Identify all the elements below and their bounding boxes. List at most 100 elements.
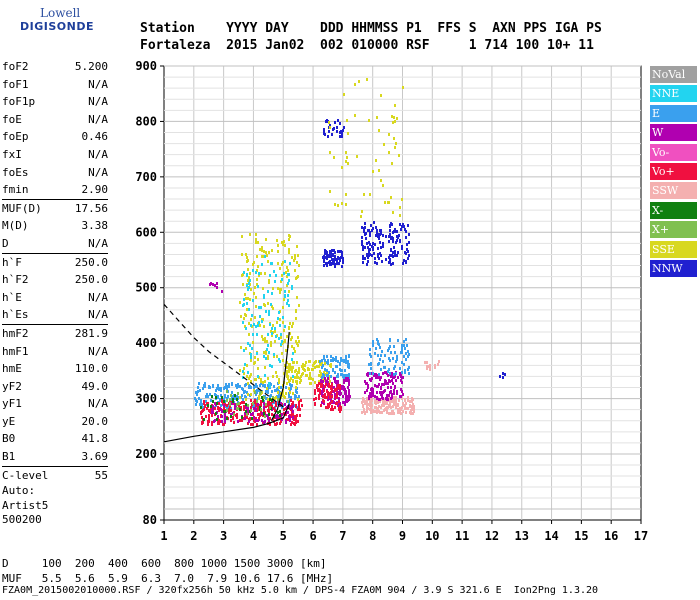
data-point: [265, 251, 267, 254]
data-point: [297, 376, 299, 379]
data-point: [284, 290, 286, 293]
data-point: [264, 337, 266, 340]
data-point: [269, 417, 271, 420]
data-point: [362, 261, 364, 264]
data-point: [363, 408, 365, 411]
data-point: [250, 413, 252, 416]
y-tick-label: 400: [135, 336, 157, 350]
data-point: [280, 343, 282, 346]
data-point: [235, 384, 237, 387]
data-point: [397, 236, 399, 239]
data-point: [200, 406, 202, 409]
param-row: foE N/A: [2, 111, 108, 129]
x-tick-label: 7: [339, 529, 346, 543]
data-point: [301, 404, 303, 407]
data-point: [376, 409, 378, 412]
data-point: [204, 405, 206, 408]
data-point: [384, 201, 386, 204]
data-point: [283, 298, 285, 301]
data-point: [250, 356, 252, 359]
data-point: [322, 256, 324, 259]
data-point: [322, 380, 324, 383]
data-point: [289, 416, 291, 419]
y-tick-label: 500: [135, 281, 157, 295]
lowell-digisonde-logo: Lowell DIGISONDE: [2, 6, 93, 46]
data-point: [413, 409, 415, 412]
data-point: [230, 415, 232, 418]
data-point: [285, 413, 287, 416]
data-point: [381, 350, 383, 353]
x-tick-label: 8: [369, 529, 376, 543]
param-row: h`F2 250.0: [2, 271, 108, 289]
data-point: [295, 309, 297, 312]
data-point: [261, 318, 263, 321]
param-label: fxI: [2, 147, 22, 161]
data-point: [388, 368, 390, 371]
data-point: [258, 306, 260, 309]
data-point: [336, 387, 338, 390]
data-point: [364, 226, 366, 229]
data-point: [292, 380, 294, 383]
data-point: [293, 347, 295, 350]
data-point: [369, 234, 371, 237]
data-point: [269, 323, 271, 326]
data-point: [408, 366, 410, 369]
data-point: [237, 383, 239, 386]
data-point: [226, 387, 228, 390]
data-point: [391, 223, 393, 226]
data-point: [295, 380, 297, 383]
data-point: [400, 379, 402, 382]
data-point: [379, 233, 381, 236]
data-point: [372, 170, 374, 173]
data-point: [246, 273, 248, 276]
data-point: [297, 408, 299, 411]
data-point: [404, 371, 406, 374]
data-point: [273, 270, 275, 273]
data-point: [329, 126, 331, 129]
data-point: [250, 324, 252, 327]
data-point: [347, 360, 349, 363]
param-separator: [2, 323, 108, 325]
data-point: [207, 423, 209, 426]
data-point: [279, 288, 281, 291]
data-point: [322, 364, 324, 367]
data-point: [216, 418, 218, 421]
data-point: [284, 244, 286, 247]
data-point: [214, 393, 216, 396]
data-point: [288, 248, 290, 251]
data-point: [337, 360, 339, 363]
data-point: [329, 364, 331, 367]
data-point: [288, 363, 290, 366]
data-point: [382, 360, 384, 363]
data-point: [280, 333, 282, 336]
data-point: [230, 394, 232, 397]
data-point: [400, 412, 402, 415]
data-point: [389, 339, 391, 342]
data-point: [331, 384, 333, 387]
data-point: [275, 404, 277, 407]
data-point: [299, 408, 301, 411]
param-label: MUF(D): [2, 201, 42, 215]
data-point: [380, 387, 382, 390]
data-point: [376, 391, 378, 394]
data-point: [401, 344, 403, 347]
data-point: [368, 250, 370, 253]
x-tick-label: 4: [250, 529, 257, 543]
data-point: [403, 404, 405, 407]
data-point: [226, 390, 228, 393]
data-point: [237, 420, 239, 423]
data-point: [372, 394, 374, 397]
data-point: [405, 358, 407, 361]
data-point: [270, 330, 272, 333]
data-point: [405, 252, 407, 255]
data-point: [386, 408, 388, 411]
data-point: [296, 382, 298, 385]
data-point: [252, 263, 254, 266]
data-point: [325, 383, 327, 386]
y-tick-label: 300: [135, 392, 157, 406]
data-point: [247, 422, 249, 425]
param-value: 250.0: [74, 255, 108, 269]
data-point: [399, 206, 401, 209]
data-point: [328, 403, 330, 406]
data-point: [255, 385, 257, 388]
